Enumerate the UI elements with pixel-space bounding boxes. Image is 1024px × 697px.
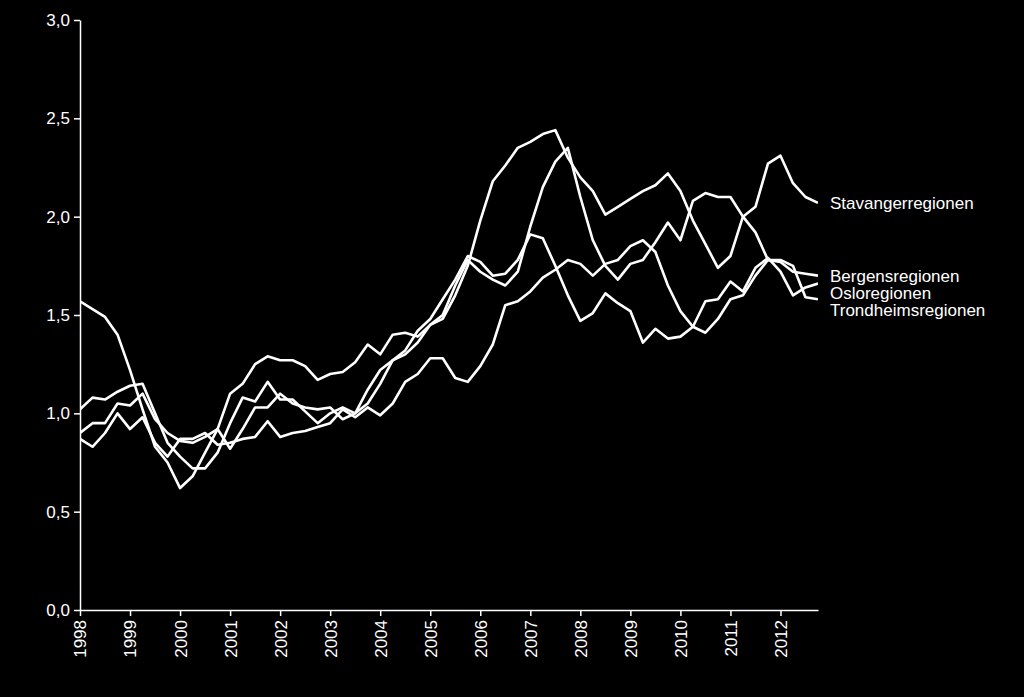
series-line xyxy=(80,234,818,448)
y-tick-mark xyxy=(74,216,80,218)
x-tick: 2012 xyxy=(772,610,791,658)
y-tick-mark xyxy=(74,511,80,513)
series-line xyxy=(80,130,818,488)
x-tick-label: 2010 xyxy=(672,620,691,658)
x-tick: 2002 xyxy=(272,610,291,658)
x-tick: 2011 xyxy=(722,610,741,657)
chart: 0,0 0,5 1,0 1,5 2,0 2,5 3,0 1998 1999 2000 2001 200… xyxy=(0,0,1024,697)
x-tick: 2003 xyxy=(322,610,341,658)
x-tick: 2005 xyxy=(422,610,441,658)
x-tick-label: 2009 xyxy=(622,620,641,658)
x-tick-mark xyxy=(530,610,532,616)
x-tick-mark xyxy=(430,610,432,616)
x-tick-mark xyxy=(230,610,232,616)
x-tick-label: 2011 xyxy=(722,620,741,657)
y-tick-label: 3,0 xyxy=(46,11,70,30)
series-line xyxy=(80,148,818,469)
x-tick-mark xyxy=(280,610,282,616)
y-tick-mark xyxy=(74,315,80,317)
y-tick: 1,5 xyxy=(46,306,80,325)
x-tick: 2007 xyxy=(522,610,541,658)
series-label: Stavangerregionen xyxy=(830,194,974,213)
x-tick: 2006 xyxy=(472,610,491,658)
y-tick-mark xyxy=(74,20,80,22)
x-tick-mark xyxy=(680,610,682,616)
lines xyxy=(80,130,818,488)
y-tick: 3,0 xyxy=(46,11,80,30)
y-tick-label: 2,0 xyxy=(46,208,70,227)
x-tick: 2008 xyxy=(572,610,591,658)
y-tick-label: 0,0 xyxy=(46,601,70,620)
x-tick-mark xyxy=(180,610,182,616)
x-tick-label: 2005 xyxy=(422,620,441,658)
x-tick: 2010 xyxy=(672,610,691,658)
x-tick-mark xyxy=(380,610,382,616)
x-tick-label: 2003 xyxy=(322,620,341,658)
series-label: Trondheimsregionen xyxy=(830,301,985,320)
x-tick-label: 2006 xyxy=(472,620,491,658)
x-tick: 1999 xyxy=(121,610,140,658)
y-tick-label: 1,0 xyxy=(46,404,70,423)
x-tick: 2004 xyxy=(372,610,391,658)
y-tick: 2,5 xyxy=(46,109,80,128)
x-tick-label: 2007 xyxy=(522,620,541,658)
x-tick-mark xyxy=(480,610,482,616)
y-tick-mark xyxy=(74,118,80,120)
x-axis: 1998 1999 2000 2001 2002 2003 2004 2005 2006 2007… xyxy=(71,610,818,658)
x-tick-label: 2001 xyxy=(222,620,241,658)
x-tick: 2001 xyxy=(222,610,241,658)
x-tick-label: 1999 xyxy=(121,620,140,658)
x-tick-mark xyxy=(730,610,732,616)
x-tick: 1998 xyxy=(71,610,90,658)
y-tick-label: 2,5 xyxy=(46,109,70,128)
y-tick-mark xyxy=(74,610,80,612)
background xyxy=(0,0,1024,697)
x-tick: 2009 xyxy=(622,610,641,658)
y-axis: 0,0 0,5 1,0 1,5 2,0 2,5 3,0 xyxy=(46,11,80,620)
series-line xyxy=(80,240,818,456)
y-tick: 0,0 xyxy=(46,601,80,620)
x-tick-mark xyxy=(80,610,82,616)
x-tick-mark xyxy=(630,610,632,616)
y-tick: 2,0 xyxy=(46,208,80,227)
x-tick-label: 2004 xyxy=(372,620,391,658)
y-tick-label: 1,5 xyxy=(46,306,70,325)
y-tick-label: 0,5 xyxy=(46,503,70,522)
x-tick-label: 2000 xyxy=(172,620,191,658)
x-tick-mark xyxy=(330,610,332,616)
y-tick-mark xyxy=(74,413,80,415)
x-tick-mark xyxy=(580,610,582,616)
x-tick: 2000 xyxy=(172,610,191,658)
x-axis-line xyxy=(81,610,819,612)
y-tick: 0,5 xyxy=(46,503,80,522)
x-tick-label: 1998 xyxy=(71,620,90,658)
x-tick-label: 2008 xyxy=(572,620,591,658)
x-tick-mark xyxy=(130,610,132,616)
x-tick-label: 2012 xyxy=(772,620,791,658)
x-tick-label: 2002 xyxy=(272,620,291,658)
x-tick-mark xyxy=(780,610,782,616)
series-labels: StavangerregionenBergensregionenOsloregi… xyxy=(830,194,985,320)
y-tick: 1,0 xyxy=(46,404,80,423)
